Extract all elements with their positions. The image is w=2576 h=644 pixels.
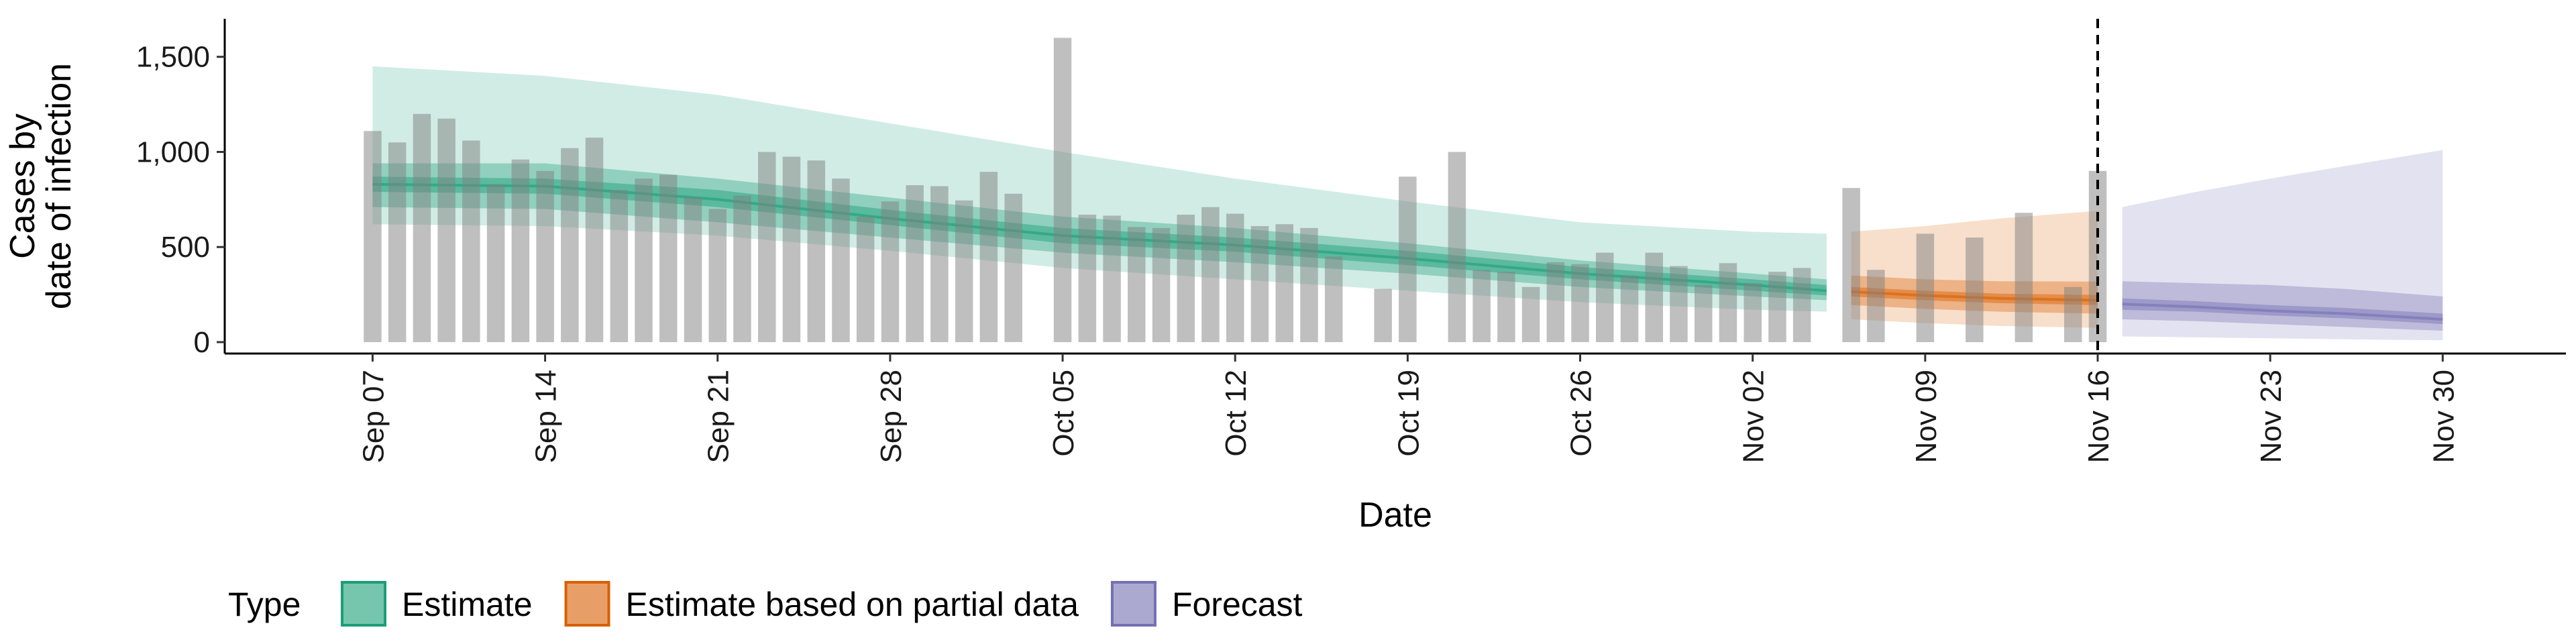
case-bar	[536, 170, 554, 342]
case-bar	[413, 113, 431, 343]
case-bar	[758, 152, 776, 342]
case-bar	[1620, 275, 1639, 342]
case-bar	[1719, 263, 1737, 342]
case-bar	[832, 178, 850, 342]
case-bar	[1250, 226, 1269, 342]
y-axis-title-line: Cases by	[3, 113, 42, 259]
case-bar	[1497, 272, 1515, 342]
case-bar	[856, 216, 875, 342]
x-tick-label: Nov 16	[2082, 370, 2115, 463]
case-bar	[1472, 270, 1491, 342]
case-bar	[1596, 252, 1614, 342]
case-bar	[1448, 152, 1466, 342]
legend-key-estimate-based-on-partial-data	[564, 581, 610, 627]
case-bar	[561, 148, 579, 343]
case-bar	[1670, 266, 1688, 342]
case-bar	[462, 140, 480, 342]
legend-key-estimate	[341, 581, 386, 627]
case-bar	[733, 195, 751, 342]
band-outer-forecast	[2122, 150, 2443, 341]
case-bar	[930, 186, 949, 342]
median-line-estimate	[372, 182, 1827, 292]
case-bar	[2064, 286, 2082, 342]
case-bar	[1201, 207, 1220, 342]
x-tick-label: Sep 21	[702, 370, 735, 463]
band-mid-forecast	[2122, 281, 2443, 331]
case-bar	[1275, 224, 1293, 342]
case-bar	[708, 209, 727, 342]
case-bar	[635, 178, 653, 342]
case-bar	[1152, 227, 1171, 342]
bars-layer	[364, 38, 2107, 343]
y-tick-label: 1,000	[136, 136, 210, 168]
y-axis-title-line: date of infection	[40, 63, 78, 309]
legend-label-forecast: Forecast	[1172, 586, 1303, 623]
x-tick-label: Oct 19	[1392, 370, 1425, 457]
case-bar	[511, 159, 530, 343]
case-bar	[1177, 215, 1195, 342]
case-bar	[1546, 262, 1565, 342]
case-bar	[659, 174, 678, 342]
case-bar	[807, 160, 825, 342]
case-bar	[1768, 272, 1786, 342]
case-bar	[1226, 213, 1244, 342]
case-bar	[364, 131, 382, 343]
x-tick-label: Nov 09	[1910, 370, 1943, 463]
case-bar	[1078, 215, 1097, 342]
case-bar	[906, 185, 924, 342]
case-bar	[1374, 288, 1392, 342]
x-tick-label: Sep 07	[357, 370, 390, 463]
axes-layer: 0 500 1,000 1,500 Sep 07 Sep 14 Sep 21 Sep 28 Oc…	[136, 19, 2566, 463]
case-bar	[1103, 215, 1121, 342]
case-bar	[684, 197, 702, 342]
x-tick-label: Sep 14	[530, 370, 563, 463]
legend-label-estimate: Estimate	[402, 586, 533, 623]
case-bar	[1645, 252, 1663, 342]
legend-title: Type	[228, 586, 301, 623]
y-axis-title: Cases bydate of infection	[3, 63, 78, 309]
case-bar	[1966, 237, 1984, 342]
case-bar	[1053, 38, 1072, 343]
case-bar	[1695, 284, 1713, 342]
legend-label-estimate-based-on-partial-data: Estimate based on partial data	[626, 586, 1079, 623]
legend-key-forecast	[1110, 581, 1157, 627]
case-bar	[881, 201, 900, 342]
x-tick-label: Oct 05	[1047, 370, 1080, 457]
case-bar	[979, 172, 998, 342]
case-bar	[782, 156, 801, 342]
case-bar	[2015, 213, 2033, 342]
case-bar	[1300, 227, 1318, 342]
case-bar	[610, 190, 629, 342]
case-bar	[1399, 176, 1417, 342]
case-bar	[1842, 188, 1860, 342]
case-bar	[1324, 256, 1343, 342]
x-tick-label: Oct 26	[1565, 370, 1598, 457]
case-bar	[1571, 264, 1589, 342]
case-bar	[1743, 283, 1762, 342]
case-bar	[1867, 270, 1885, 342]
x-tick-label: Oct 12	[1220, 370, 1252, 457]
y-tick-label: 0	[194, 326, 210, 359]
x-tick-label: Nov 30	[2427, 370, 2460, 463]
median-line-estimate-based-on-partial-data	[1851, 290, 2098, 302]
case-bar	[1916, 233, 1935, 342]
y-tick-label: 500	[161, 231, 210, 264]
median-line-forecast	[2122, 303, 2443, 321]
x-tick-label: Nov 02	[1737, 370, 1770, 463]
case-bar	[486, 184, 505, 342]
case-bar	[1004, 193, 1022, 342]
case-bar	[955, 200, 973, 342]
x-tick-label: Nov 23	[2255, 370, 2288, 463]
case-bar	[1792, 268, 1811, 342]
case-bar	[388, 142, 407, 343]
case-bar	[585, 138, 604, 342]
case-bar	[1128, 227, 1146, 342]
x-axis-title: Date	[1358, 496, 1432, 535]
legend: Type Estimate Estimate based on partial da…	[228, 581, 1303, 627]
y-tick-label: 1,500	[136, 41, 210, 74]
case-bar	[437, 118, 455, 342]
x-tick-label: Sep 28	[875, 370, 908, 463]
case-bar	[1521, 286, 1540, 342]
